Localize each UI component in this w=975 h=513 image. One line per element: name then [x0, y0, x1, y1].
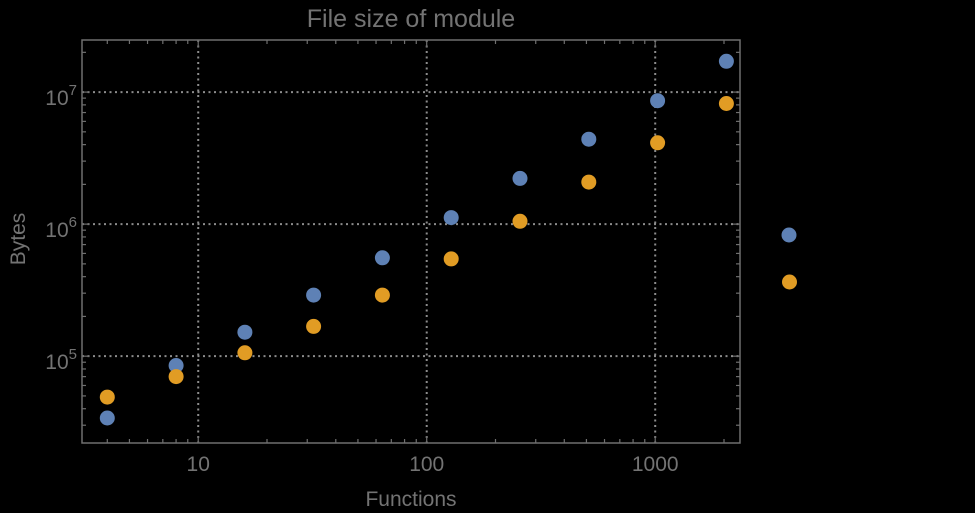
- data-point-blue-series: [718, 53, 734, 69]
- data-point-blue-series: [374, 250, 390, 266]
- data-point-blue-series: [237, 324, 253, 340]
- data-point-blue-series: [512, 170, 528, 186]
- x-axis-label: Functions: [365, 488, 456, 511]
- frame-ticks: [82, 40, 740, 443]
- data-point-orange-series: [374, 287, 390, 303]
- gridlines: [82, 40, 740, 443]
- x-tick-label: 100: [409, 453, 444, 476]
- data-point-blue-series: [443, 210, 459, 226]
- data-point-orange-series: [237, 345, 253, 361]
- x-tick-label: 10: [187, 453, 210, 476]
- data-point-blue-series: [650, 93, 666, 109]
- data-point-orange-series: [443, 251, 459, 267]
- data-point-orange-series: [306, 318, 322, 334]
- y-axis-label: Bytes: [7, 213, 30, 266]
- data-point-blue-series: [581, 131, 597, 147]
- data-point-orange-series: [512, 213, 528, 229]
- legend: [781, 227, 797, 290]
- legend-marker-orange-series-marker: [782, 274, 797, 290]
- y-tick-label: 106: [45, 214, 77, 242]
- data-point-blue-series: [306, 287, 322, 303]
- data-point-orange-series: [99, 389, 115, 405]
- x-tick-label: 1000: [632, 453, 679, 476]
- y-tick-label: 105: [45, 346, 77, 374]
- data-point-orange-series: [718, 96, 734, 111]
- data-point-orange-series: [581, 174, 597, 190]
- data-point-orange-series: [650, 135, 666, 151]
- legend-marker-blue-series-marker: [781, 227, 797, 243]
- tick-labels: 10 100 1000 105 106 107: [45, 82, 678, 476]
- chart-title: File size of module: [307, 5, 515, 33]
- data-point-blue-series: [168, 358, 184, 373]
- frame-rect: [81, 39, 741, 444]
- data-point-blue-series: [99, 410, 115, 426]
- plot-frame: [81, 39, 741, 444]
- y-tick-label: 107: [45, 82, 77, 110]
- data-points: [99, 53, 734, 426]
- data-point-orange-series: [168, 369, 184, 385]
